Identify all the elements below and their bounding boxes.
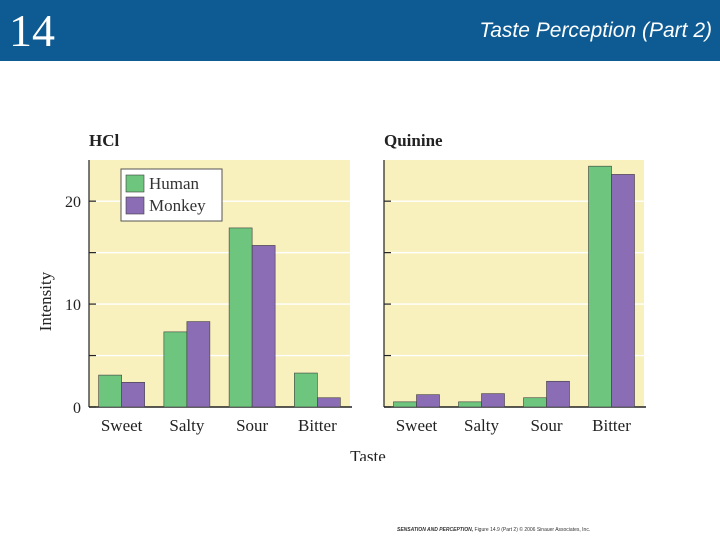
bar-quinine-bitter-monkey xyxy=(611,174,635,408)
y-axis-title: Intensity xyxy=(36,271,55,331)
bar-quinine-sweet-human xyxy=(393,401,417,408)
x-tick-label-hcl: Sweet xyxy=(101,416,143,435)
slide-number: 14 xyxy=(9,5,55,56)
slide-header: 14 Taste Perception (Part 2) xyxy=(0,0,720,61)
legend-label-monkey: Monkey xyxy=(149,196,206,215)
legend-swatch-monkey xyxy=(125,196,145,215)
x-axis-title: Taste xyxy=(350,447,386,461)
bar-quinine-sour-monkey xyxy=(546,380,570,408)
x-tick-label-quinine: Salty xyxy=(464,416,499,435)
bar-quinine-sweet-monkey xyxy=(416,394,440,408)
bar-hcl-sour-monkey xyxy=(251,245,276,408)
x-tick-label-quinine: Sweet xyxy=(396,416,438,435)
bar-hcl-bitter-monkey xyxy=(317,397,341,408)
figure-credit: SENSATION AND PERCEPTION, Figure 14.9 (P… xyxy=(397,527,590,533)
x-tick-label-quinine: Bitter xyxy=(592,416,631,435)
slide-title: Taste Perception (Part 2) xyxy=(479,19,712,42)
y-tick-label: 20 xyxy=(65,194,81,211)
bar-hcl-sweet-monkey xyxy=(121,381,145,408)
bar-quinine-salty-human xyxy=(458,401,482,408)
bar-quinine-sour-human xyxy=(523,397,547,408)
bar-quinine-salty-monkey xyxy=(481,393,505,408)
legend-swatch-human xyxy=(125,174,145,193)
bar-quinine-bitter-human xyxy=(588,165,612,408)
panel-title-quinine: Quinine xyxy=(384,131,443,150)
bar-hcl-bitter-human xyxy=(294,372,318,408)
bar-hcl-salty-human xyxy=(163,331,188,408)
bar-hcl-sour-human xyxy=(228,227,253,408)
x-tick-label-hcl: Sour xyxy=(236,416,268,435)
credit-book: SENSATION AND PERCEPTION, xyxy=(397,527,474,533)
x-tick-label-hcl: Salty xyxy=(169,416,204,435)
x-tick-label-hcl: Bitter xyxy=(298,416,337,435)
credit-rest: Figure 14.9 (Part 2) © 2006 Sinauer Asso… xyxy=(474,527,591,533)
panel-title-hcl: HCl xyxy=(89,131,120,150)
y-tick-label: 0 xyxy=(73,400,81,417)
taste-chart: Sweet Salty Sour Bitter HCl Sweet Salty Sour Bit… xyxy=(36,131,646,461)
y-tick-label: 10 xyxy=(65,297,81,314)
x-tick-label-quinine: Sour xyxy=(530,416,562,435)
legend-label-human: Human xyxy=(149,174,200,193)
bar-hcl-salty-monkey xyxy=(186,321,211,408)
bar-hcl-sweet-human xyxy=(98,374,122,408)
